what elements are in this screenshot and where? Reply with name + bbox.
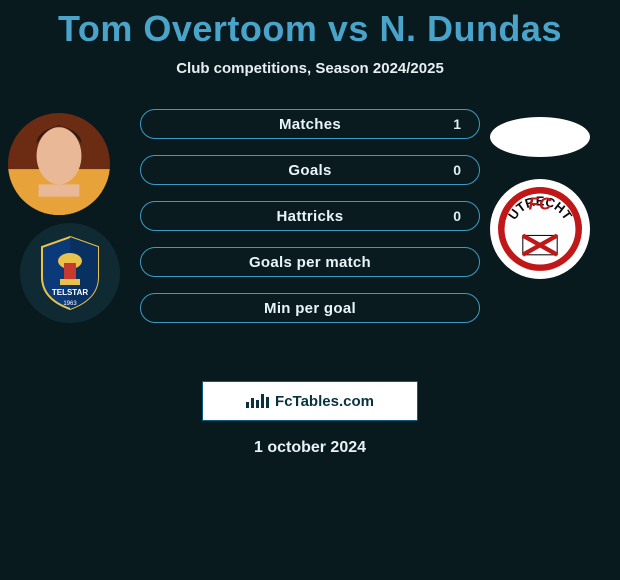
svg-text:1963: 1963 (63, 301, 77, 307)
club-right-badge: UTRECHT FC (490, 179, 590, 279)
stat-right: 0 (421, 208, 461, 224)
stat-label: Matches (279, 116, 341, 133)
stat-label: Hattricks (277, 208, 344, 225)
stat-label: Goals per match (249, 254, 371, 271)
stat-right: 1 (421, 116, 461, 132)
svg-text:TELSTAR: TELSTAR (52, 288, 89, 297)
bar-chart-icon (246, 394, 269, 408)
stat-row-goals: Goals 0 (140, 155, 480, 185)
subtitle: Club competitions, Season 2024/2025 (0, 60, 620, 77)
stat-row-hattricks: Hattricks 0 (140, 201, 480, 231)
date-text: 1 october 2024 (0, 439, 620, 457)
branding-text: FcTables.com (275, 393, 374, 410)
stat-label: Min per goal (264, 300, 356, 317)
branding-box: FcTables.com (202, 381, 418, 421)
club-left-badge: TELSTAR 1963 (20, 223, 120, 323)
vs-text: vs (328, 8, 369, 49)
player-left-photo (8, 113, 110, 215)
stat-row-gpm: Goals per match (140, 247, 480, 277)
stat-right: 0 (421, 162, 461, 178)
player1-name: Tom Overtoom (58, 8, 317, 49)
stat-row-mpg: Min per goal (140, 293, 480, 323)
player2-name: N. Dundas (379, 8, 562, 49)
stats-area: TELSTAR 1963 UTRECHT FC Matches 1 Goals … (0, 107, 620, 367)
svg-text:FC: FC (529, 194, 552, 214)
page-title: Tom Overtoom vs N. Dundas (0, 0, 620, 50)
stat-label: Goals (288, 162, 331, 179)
player-right-photo (490, 117, 590, 157)
stat-row-matches: Matches 1 (140, 109, 480, 139)
stat-rows: Matches 1 Goals 0 Hattricks 0 Goals per … (140, 109, 480, 339)
